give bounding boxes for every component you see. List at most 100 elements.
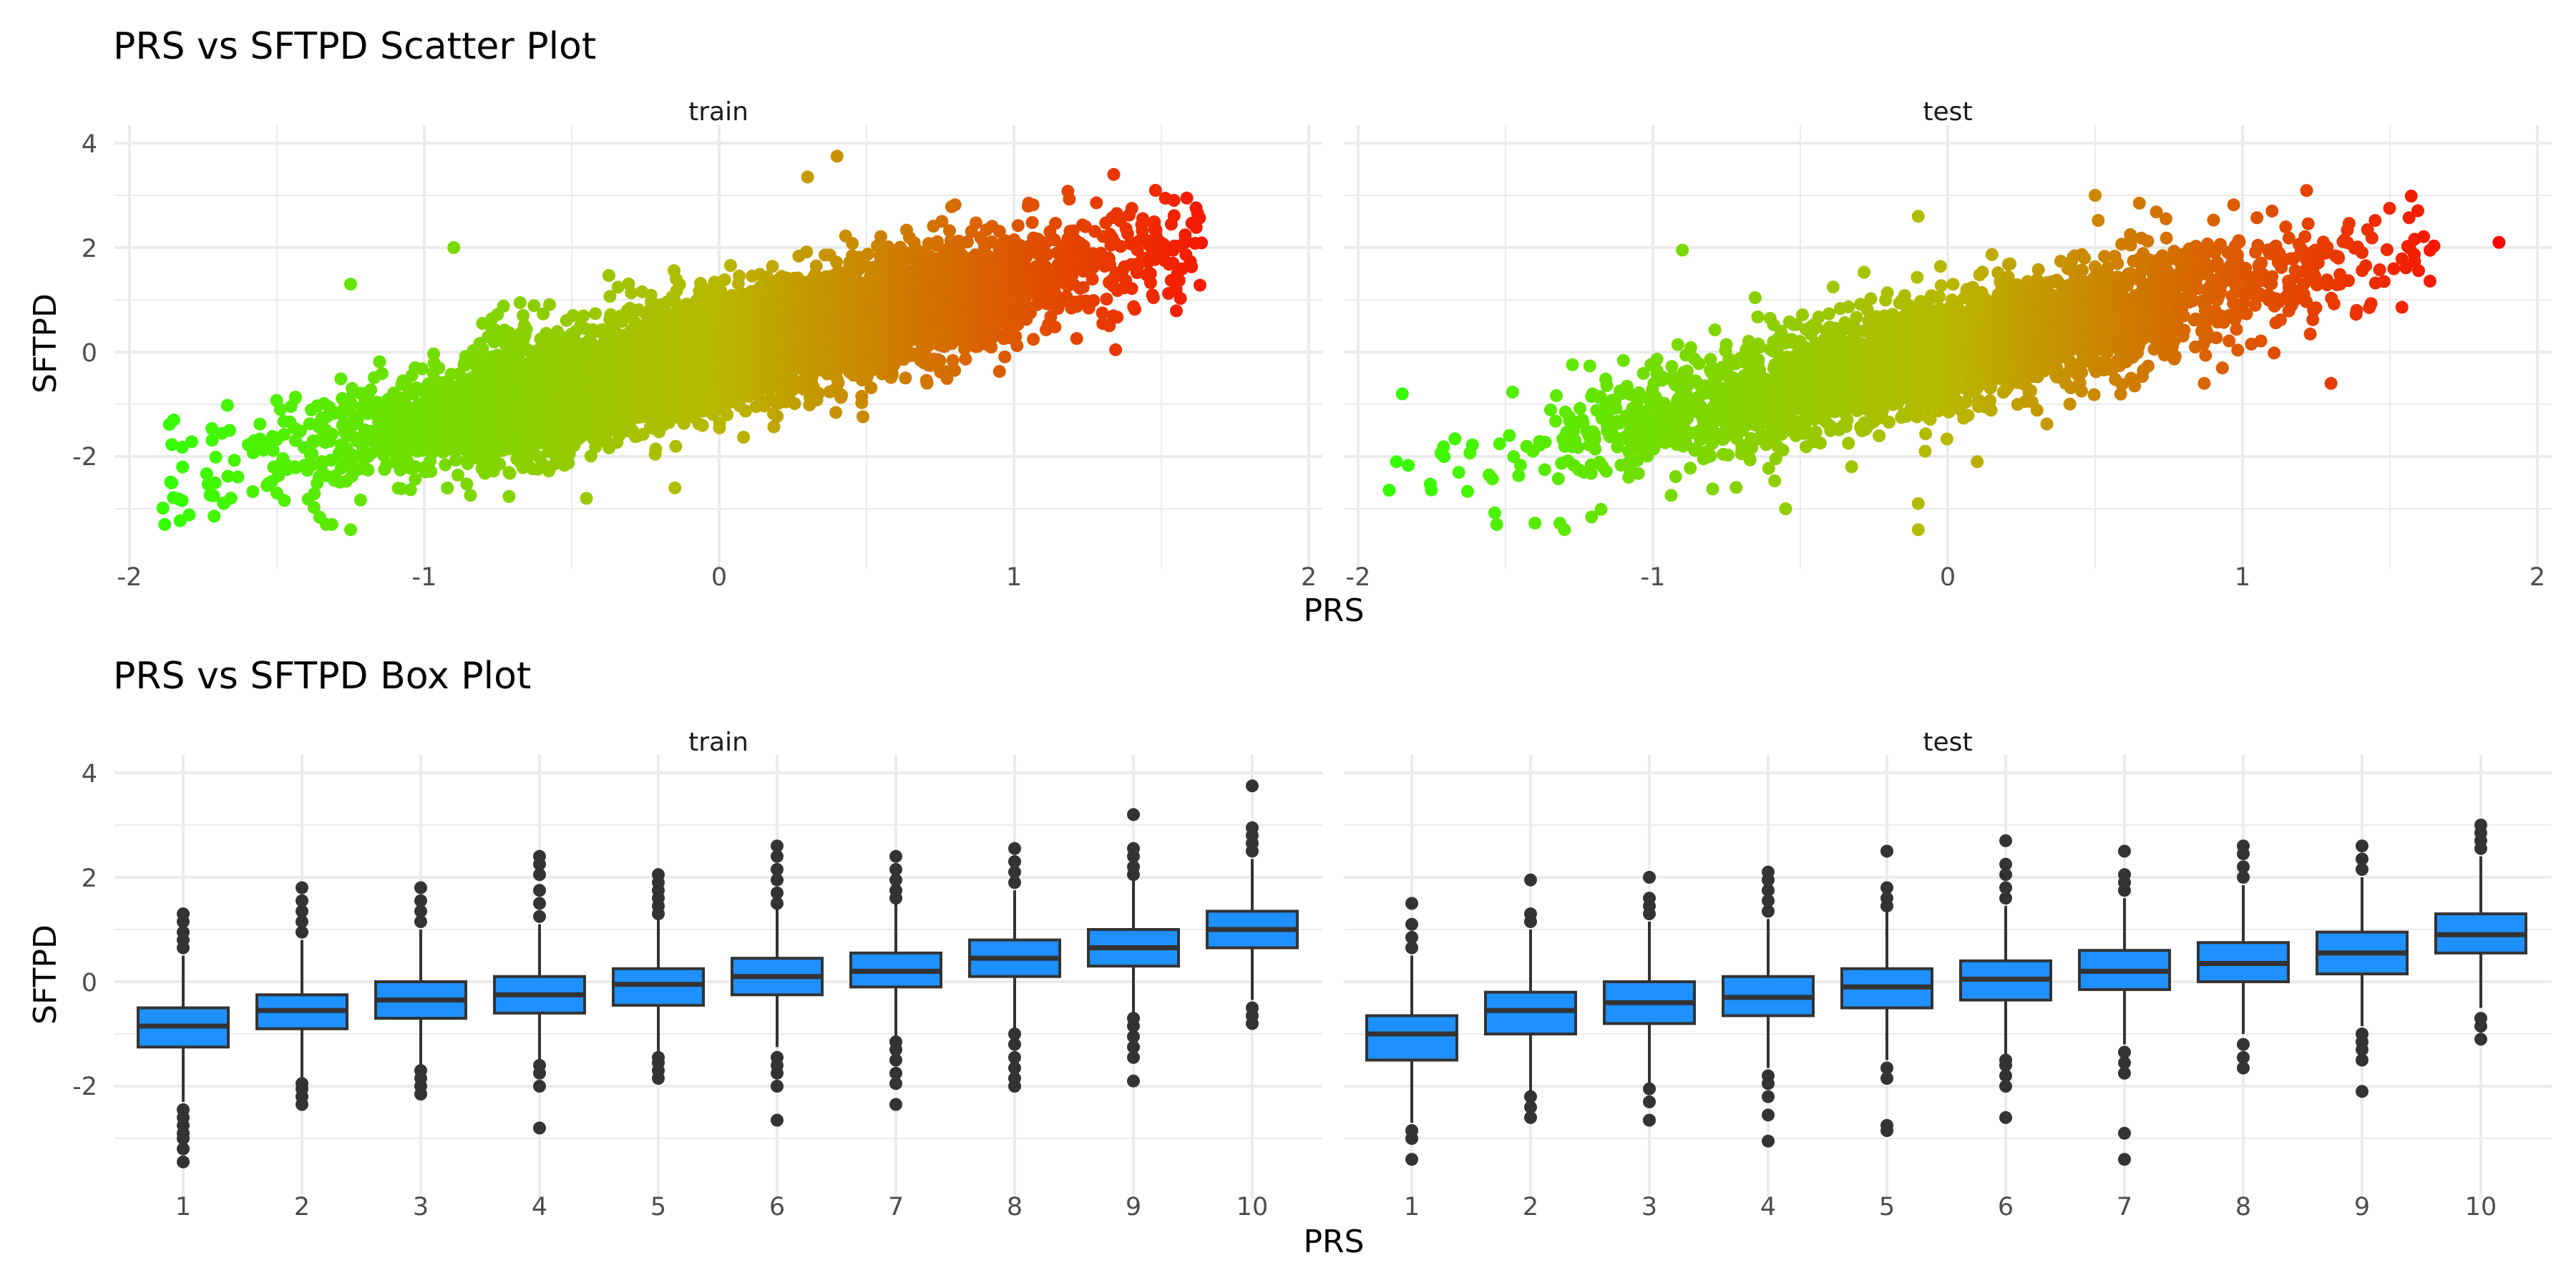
scatter-point [351, 412, 364, 425]
scatter-point [733, 269, 746, 283]
scatter-point [416, 362, 429, 376]
scatter-point [603, 290, 617, 303]
scatter-point [374, 434, 388, 448]
scatter-point [589, 307, 602, 321]
scatter-point [253, 432, 267, 446]
scatter-point [200, 467, 213, 481]
scatter-point [334, 372, 348, 386]
scatter-point [207, 489, 220, 502]
scatter-point [809, 259, 823, 273]
scatter-point [156, 502, 170, 514]
scatter-point [464, 489, 477, 502]
scatter-point [220, 399, 234, 412]
scatter-point [476, 342, 489, 356]
scatter-point [165, 476, 179, 489]
scatter-point [830, 150, 844, 163]
scatter-point [766, 260, 779, 273]
scatter-point [266, 444, 280, 457]
scatter-point [165, 438, 179, 452]
scatter-point [288, 434, 302, 447]
scatter-point [308, 487, 321, 500]
scatter-point [669, 439, 683, 453]
scatter-point [864, 381, 878, 394]
scatter-point [344, 396, 358, 409]
scatter-point [208, 509, 221, 523]
scatter-point [373, 355, 386, 369]
scatter-point [278, 494, 291, 507]
scatter-point [306, 447, 319, 461]
scatter-point [801, 170, 814, 184]
scatter-point [344, 278, 357, 291]
scatter-point [771, 409, 784, 423]
scatter-point [221, 469, 235, 483]
scatter-point [718, 273, 731, 286]
scatter-strip-train: train [688, 97, 748, 127]
scatter-strip-test: test [1923, 97, 1972, 127]
scatter-point [404, 483, 417, 497]
scatter-point [432, 361, 446, 375]
scatter-point [205, 434, 219, 447]
scatter-point [409, 472, 422, 486]
scatter-point [447, 241, 461, 254]
scatter-point [209, 450, 223, 464]
scatter-point [502, 326, 516, 339]
scatter-point [502, 489, 516, 503]
scatter-point [175, 494, 189, 507]
scatter-point [253, 417, 267, 431]
scatter-point [460, 477, 474, 491]
scatter-point [800, 245, 814, 259]
scatter-point [537, 307, 550, 321]
scatter-point [307, 501, 321, 514]
scatter-point [846, 237, 859, 250]
scatter-point [205, 421, 219, 435]
scatter-point [668, 481, 682, 494]
scatter-point [394, 482, 408, 495]
scatter-point [493, 457, 507, 471]
scatter-point [566, 309, 580, 322]
scatter-point [625, 286, 638, 300]
scatter-point [829, 406, 843, 419]
scatter-point [589, 440, 602, 454]
scatter-point [228, 454, 241, 467]
scatter-point [325, 517, 338, 531]
scatter-point [439, 458, 452, 472]
scatter-point [182, 508, 196, 522]
scatter-point [231, 470, 245, 484]
scatter-point [353, 493, 367, 507]
scatter-point [273, 403, 287, 416]
scatter-point [326, 427, 339, 441]
scatter-point [409, 460, 422, 474]
scatter-point [577, 309, 590, 323]
scatter-point [527, 299, 541, 313]
scatter-point [857, 410, 869, 424]
scatter-point [424, 464, 438, 478]
scatter-point [724, 259, 737, 272]
scatter-point [176, 460, 190, 474]
scatter-point [696, 419, 709, 432]
scatter-point [175, 441, 189, 454]
scatter-point [344, 523, 357, 537]
scatter-point [831, 376, 845, 389]
scatter-point [375, 367, 389, 381]
scatter-point [737, 431, 751, 444]
scatter-point [364, 383, 378, 396]
scatter-point [519, 322, 533, 336]
scatter-point [167, 413, 180, 426]
scatter-point [811, 386, 825, 400]
scatter-point [441, 482, 454, 494]
scatter-point [277, 428, 291, 441]
scatter-plot-title: PRS vs SFTPD Scatter Plot [113, 25, 596, 68]
scatter-point [497, 299, 510, 313]
scatter-point [224, 492, 238, 505]
scatter-train-points [156, 150, 1209, 537]
scatter-point [517, 309, 530, 322]
scatter-point [649, 442, 663, 456]
scatter-point [543, 298, 556, 311]
scatter-point [246, 485, 260, 498]
scatter-point [513, 296, 527, 309]
scatter-point [158, 517, 172, 531]
scatter-point [580, 492, 593, 505]
scatter-point [452, 468, 464, 482]
